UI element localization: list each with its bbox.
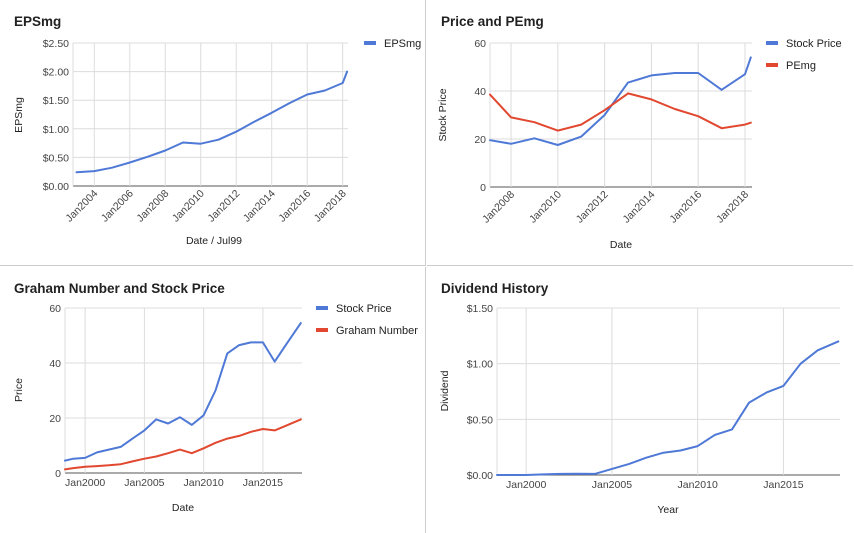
y-axis-title: EPSmg	[13, 97, 25, 133]
x-tick-label: Jan2016	[667, 189, 704, 226]
graham-chart-panel: Graham Number and Stock Price 0 20 40 60 Jan…	[0, 267, 426, 533]
legend-label: PEmg	[786, 60, 816, 72]
x-tick-label: Jan2012	[574, 189, 611, 226]
x-tick-label: Jan2014	[621, 189, 658, 226]
x-tick-label: Jan2008	[134, 188, 171, 225]
chart-title: EPSmg	[14, 14, 62, 29]
y-tick-label: $1.50	[43, 95, 69, 107]
y-axis-title: Price	[13, 378, 25, 402]
y-tick-label: 0	[55, 468, 61, 480]
y-tick-label: 40	[49, 358, 61, 370]
x-tick-label: Jan2014	[241, 188, 278, 225]
y-tick-label: 20	[49, 413, 61, 425]
legend-swatch	[766, 63, 778, 67]
graham-chart: 0 20 40 60 Jan2000 Jan2005 Jan2010 Jan2015 Date P…	[13, 303, 418, 514]
legend-label: Stock Price	[786, 38, 842, 50]
y-tick-label: 60	[49, 303, 61, 315]
x-tick-label: Jan2010	[183, 477, 223, 489]
x-axis-title: Date / Jul99	[186, 235, 242, 247]
y-tick-label: $2.50	[43, 38, 69, 50]
y-tick-label: 20	[474, 134, 486, 146]
dividend-chart: $0.00 $0.50 $1.00 $1.50 Jan2000 Jan2005 Jan201…	[439, 303, 840, 516]
x-tick-label: Jan2016	[276, 188, 313, 225]
eps-chart: $0.00$0.50$1.00$1.50$2.00$2.50Jan2004Jan…	[13, 38, 422, 247]
x-tick-label: Jan2006	[99, 188, 136, 225]
y-axis-title: Dividend	[439, 370, 451, 411]
x-tick-label: Jan2008	[480, 189, 517, 226]
eps-chart-panel: EPSmg $0.00 $0.50 $1.00 $1.50 $2.00 $2.50 Jan2…	[0, 0, 426, 266]
chart-title: Dividend History	[441, 281, 549, 296]
y-tick-label: $1.50	[467, 303, 493, 315]
x-axis-title: Date	[172, 502, 194, 514]
legend-swatch	[316, 306, 328, 310]
x-tick-label: Jan2015	[243, 477, 283, 489]
x-tick-label: Jan2005	[592, 479, 632, 491]
y-tick-label: $0.00	[43, 181, 69, 193]
x-tick-label: Jan2010	[170, 188, 207, 225]
y-tick-label: 60	[474, 38, 486, 50]
y-tick-label: $1.00	[467, 359, 493, 371]
series-line-1	[489, 56, 752, 146]
x-tick-label: Jan2010	[527, 189, 564, 226]
x-tick-label: Jan2005	[124, 477, 164, 489]
y-tick-label: $0.00	[467, 470, 493, 482]
x-tick-label: Jan2015	[763, 479, 803, 491]
dividend-chart-panel: Dividend History $0.00 $0.50 $1.00 $1.50 Jan…	[427, 267, 853, 533]
chart-title: Graham Number and Stock Price	[14, 281, 225, 296]
y-tick-label: $0.50	[467, 414, 493, 426]
series-line-2	[64, 418, 302, 471]
legend-swatch	[364, 41, 376, 45]
x-axis-title: Year	[657, 504, 679, 516]
y-tick-label: 0	[480, 182, 486, 194]
x-tick-label: Jan2000	[65, 477, 105, 489]
legend-label: Graham Number	[336, 325, 418, 337]
y-axis-title: Stock Price	[437, 88, 449, 141]
x-tick-label: Jan2010	[678, 479, 718, 491]
x-tick-label: Jan2000	[506, 479, 546, 491]
x-tick-label: Jan2004	[63, 188, 100, 225]
series-line-1	[75, 70, 349, 174]
legend-label: Stock Price	[336, 303, 392, 315]
y-tick-label: $0.50	[43, 152, 69, 164]
x-axis-title: Date	[610, 239, 632, 251]
y-tick-label: $2.00	[43, 67, 69, 79]
x-tick-label: Jan2018	[312, 188, 349, 225]
series-line-2	[489, 92, 752, 132]
y-tick-label: $1.00	[43, 124, 69, 136]
legend-label: EPSmg	[384, 38, 421, 50]
legend-swatch	[766, 41, 778, 45]
x-tick-label: Jan2012	[205, 188, 242, 225]
y-tick-label: 40	[474, 86, 486, 98]
legend-swatch	[316, 328, 328, 332]
price-pe-chart-panel: Price and PEmg 0 20 40 60 Jan2008 Jan2010 Jan2…	[427, 0, 853, 266]
chart-title: Price and PEmg	[441, 14, 544, 29]
series-line-1	[64, 322, 302, 462]
x-tick-label: Jan2018	[714, 189, 751, 226]
series-line-1	[496, 340, 840, 476]
